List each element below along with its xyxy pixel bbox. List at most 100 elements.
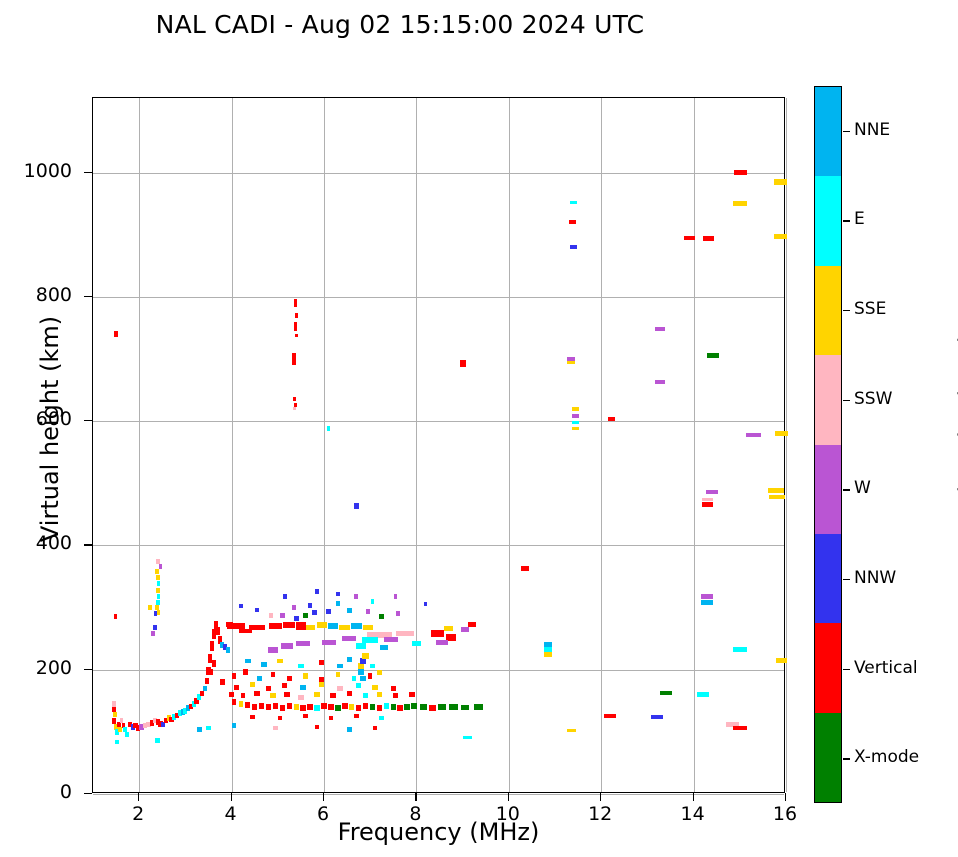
data-point xyxy=(175,712,180,719)
grid-layer xyxy=(93,98,787,795)
data-point xyxy=(114,728,120,735)
data-point xyxy=(277,716,283,721)
data-point xyxy=(268,612,274,618)
data-point xyxy=(243,669,248,675)
data-point xyxy=(223,644,228,651)
colorbar-band-nne[interactable] xyxy=(815,87,841,177)
x-tick-mark xyxy=(600,793,602,801)
data-point xyxy=(226,623,246,629)
data-point xyxy=(117,721,121,728)
y-tick-label: 800 xyxy=(35,283,72,306)
data-point xyxy=(298,694,304,700)
colorbar[interactable] xyxy=(814,86,842,803)
colorbar-band-x-mode[interactable] xyxy=(815,712,841,802)
data-point xyxy=(354,594,359,599)
data-point xyxy=(220,679,225,685)
data-point xyxy=(351,675,357,682)
data-point xyxy=(238,629,253,634)
data-point xyxy=(607,417,616,422)
colorbar-band-vertical[interactable] xyxy=(815,623,841,713)
data-point xyxy=(121,722,126,729)
data-point xyxy=(188,703,194,710)
data-point xyxy=(293,616,299,622)
data-point xyxy=(336,591,340,597)
data-point xyxy=(379,716,385,721)
colorbar-label-w: W xyxy=(854,478,871,499)
data-point xyxy=(270,693,276,699)
data-point xyxy=(294,333,298,338)
data-point xyxy=(155,600,160,606)
data-point xyxy=(376,692,383,698)
data-point xyxy=(186,705,191,712)
data-point xyxy=(353,503,360,510)
data-point xyxy=(191,701,196,707)
data-point xyxy=(211,660,217,667)
data-point xyxy=(376,669,383,675)
gridline-vertical xyxy=(601,98,603,792)
y-tick-label: 0 xyxy=(59,781,72,803)
data-point xyxy=(347,607,352,613)
data-point xyxy=(445,633,457,642)
data-point xyxy=(315,589,319,594)
data-point xyxy=(746,432,762,437)
data-point xyxy=(284,692,290,698)
x-tick-label: 14 xyxy=(680,803,705,825)
data-point xyxy=(775,657,788,663)
data-point xyxy=(702,236,714,241)
data-point xyxy=(307,602,313,608)
data-point xyxy=(383,703,390,710)
data-point xyxy=(355,683,362,689)
colorbar-band-sse[interactable] xyxy=(815,265,841,356)
data-point xyxy=(319,676,324,683)
data-point xyxy=(316,622,327,628)
colorbar-label-nnw: NNW xyxy=(854,567,897,588)
data-point xyxy=(335,601,341,607)
data-point xyxy=(114,739,120,744)
data-point xyxy=(569,200,578,205)
x-tick-label: 2 xyxy=(132,803,145,825)
data-point xyxy=(312,610,318,616)
data-point xyxy=(348,703,355,711)
data-point xyxy=(706,489,719,495)
data-point xyxy=(231,699,237,705)
data-point xyxy=(438,703,446,711)
plot-area xyxy=(92,97,788,795)
colorbar-label-e: E xyxy=(854,209,865,230)
colorbar-tick xyxy=(843,578,850,581)
colorbar-band-e[interactable] xyxy=(815,176,841,266)
gridline-vertical xyxy=(139,98,141,792)
data-point xyxy=(314,704,320,711)
data-point xyxy=(659,691,672,696)
data-point xyxy=(268,623,283,630)
data-point xyxy=(283,621,296,629)
data-point xyxy=(357,663,365,669)
gridline-horizontal xyxy=(93,172,784,174)
y-tick-mark xyxy=(84,544,92,546)
gridline-vertical xyxy=(508,98,510,792)
data-point xyxy=(111,701,116,707)
colorbar-band-ssw[interactable] xyxy=(815,355,841,445)
data-point xyxy=(114,723,119,730)
data-point xyxy=(360,658,367,664)
data-point xyxy=(238,701,244,707)
x-tick-mark xyxy=(415,793,417,801)
data-point xyxy=(379,644,389,650)
colorbar-band-nnw[interactable] xyxy=(815,533,841,624)
data-point xyxy=(202,685,207,692)
data-point xyxy=(268,647,279,653)
x-axis-title: Frequency (MHz) xyxy=(337,818,540,846)
x-tick-label: 16 xyxy=(772,803,798,825)
data-point xyxy=(229,692,234,698)
colorbar-band-w[interactable] xyxy=(815,444,841,534)
data-point xyxy=(119,717,124,724)
data-point xyxy=(113,711,117,718)
x-tick-mark xyxy=(692,793,694,801)
data-point xyxy=(365,608,371,614)
data-point xyxy=(404,703,410,711)
data-point xyxy=(300,705,306,712)
y-tick-label: 1000 xyxy=(23,159,72,182)
data-point xyxy=(393,594,398,599)
data-point xyxy=(293,407,297,411)
data-point xyxy=(372,684,378,690)
